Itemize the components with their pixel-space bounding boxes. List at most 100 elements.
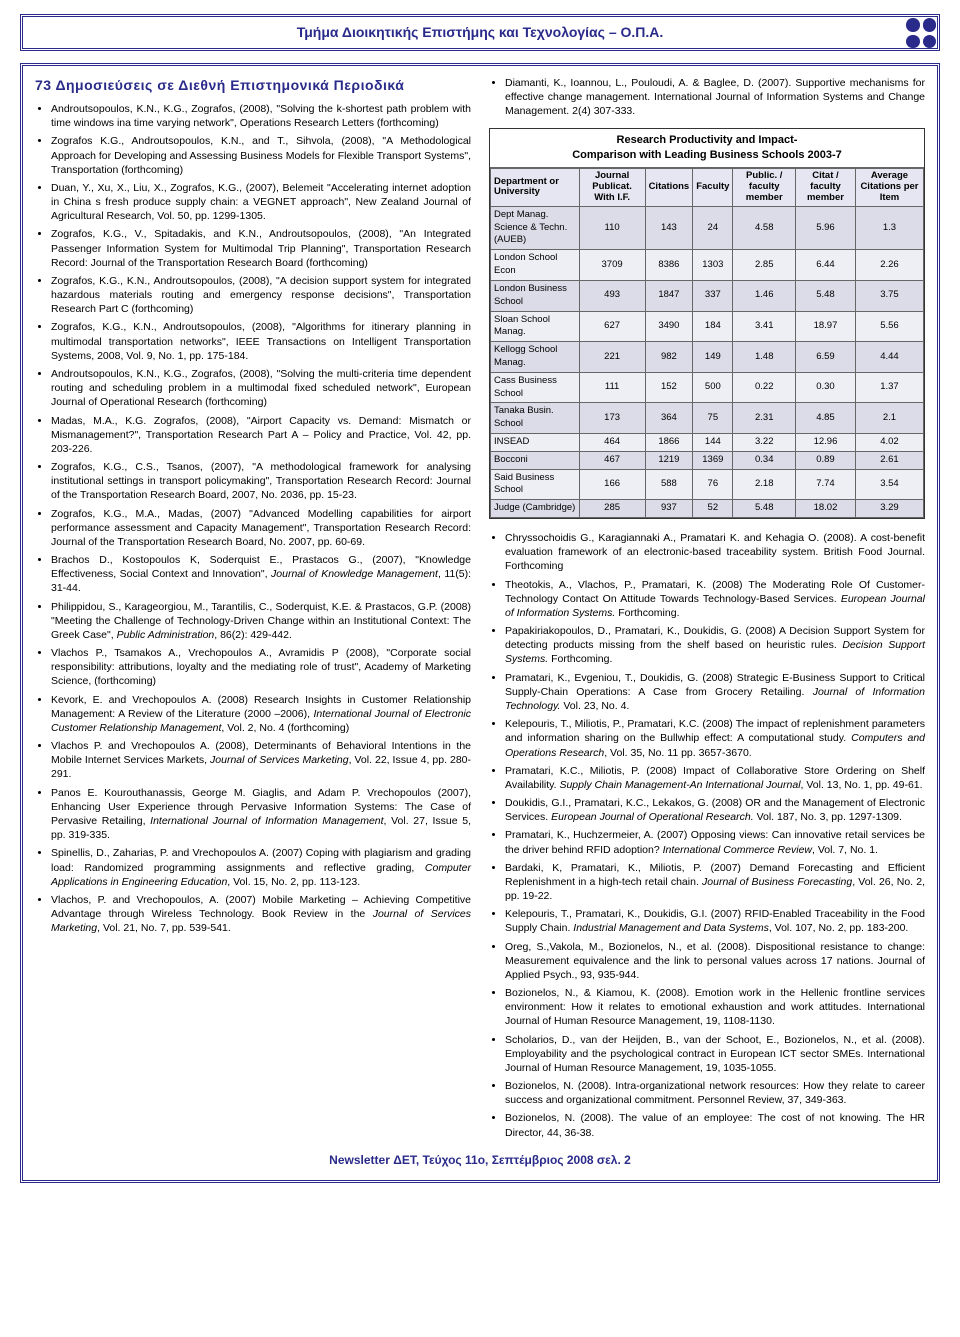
section-title: 73 Δημοσιεύσεις σε Διεθνή Επιστημονικά Π… (35, 76, 471, 94)
table-cell: 2.85 (733, 250, 796, 281)
header-bar: Τμήμα Διοικητικής Επιστήμης και Τεχνολογ… (20, 14, 940, 51)
table-cell: 2.31 (733, 403, 796, 434)
list-item: Zografos, K.G., V., Spitadakis, and K.N.… (51, 227, 471, 270)
publications-list-right: Chryssochoidis G., Karagiannaki A., Pram… (489, 531, 925, 1140)
list-item: Kelepouris, T., Pramatari, K., Doukidis,… (505, 907, 925, 935)
list-item: Bozionelos, N. (2008). The value of an e… (505, 1111, 925, 1139)
table-cell: 4.58 (733, 206, 796, 249)
table-row: Cass Business School1111525000.220.301.3… (491, 372, 924, 403)
table-cell: 3.22 (733, 434, 796, 452)
table-row: Kellogg School Manag.2219821491.486.594.… (491, 342, 924, 373)
list-item: Androutsopoulos, K.N., K.G., Zografos, (… (51, 367, 471, 410)
table-cell: 7.74 (796, 469, 856, 500)
table-cell: Sloan School Manag. (491, 311, 580, 342)
logo-icon (903, 15, 939, 51)
table-cell: Dept Manag. Science & Techn. (AUEB) (491, 206, 580, 249)
table-cell: 111 (579, 372, 645, 403)
table-cell: 0.34 (733, 451, 796, 469)
list-item: Zografos K.G., Androutsopoulos, K.N., an… (51, 134, 471, 177)
table-header: Citations (645, 169, 693, 207)
table-header: Average Citations per Item (855, 169, 923, 207)
table-cell: 3.29 (855, 500, 923, 518)
table-row: Sloan School Manag.62734901843.4118.975.… (491, 311, 924, 342)
table-cell: 588 (645, 469, 693, 500)
list-item: Papakiriakopoulos, D., Pramatari, K., Do… (505, 624, 925, 667)
table-cell: 5.56 (855, 311, 923, 342)
table-cell: 0.22 (733, 372, 796, 403)
list-item: Doukidis, G.I., Pramatari, K.C., Lekakos… (505, 796, 925, 824)
table-cell: 6.44 (796, 250, 856, 281)
table-cell: 184 (693, 311, 733, 342)
table-cell: Judge (Cambridge) (491, 500, 580, 518)
table-cell: 982 (645, 342, 693, 373)
table-header: Department or University (491, 169, 580, 207)
table-cell: 464 (579, 434, 645, 452)
table-cell: London School Econ (491, 250, 580, 281)
list-item: Vlachos, P. and Vrechopoulos, A. (2007) … (51, 893, 471, 936)
list-item: Diamanti, K., Ioannou, L., Pouloudi, A. … (505, 76, 925, 119)
table-row: Said Business School166588762.187.743.54 (491, 469, 924, 500)
table-cell: Bocconi (491, 451, 580, 469)
table-cell: 2.1 (855, 403, 923, 434)
table-cell: 2.26 (855, 250, 923, 281)
table-row: INSEAD46418661443.2212.964.02 (491, 434, 924, 452)
table-cell: 467 (579, 451, 645, 469)
list-item: Zografos, K.G., M.A., Madas, (2007) "Adv… (51, 507, 471, 550)
table-cell: 75 (693, 403, 733, 434)
table-cell: 52 (693, 500, 733, 518)
content-frame: 73 Δημοσιεύσεις σε Διεθνή Επιστημονικά Π… (20, 63, 940, 1183)
list-item: Zografos, K.G., K.N., Androutsopoulos, (… (51, 320, 471, 363)
table-cell: 3709 (579, 250, 645, 281)
list-item: Duan, Y., Xu, X., Liu, X., Zografos, K.G… (51, 181, 471, 224)
table-cell: Tanaka Busin. School (491, 403, 580, 434)
table-cell: Kellogg School Manag. (491, 342, 580, 373)
list-item: Theotokis, A., Vlachos, P., Pramatari, K… (505, 578, 925, 621)
table-cell: 3.41 (733, 311, 796, 342)
table-cell: 937 (645, 500, 693, 518)
table-cell: 5.48 (796, 280, 856, 311)
list-item: Bozionelos, N., & Kiamou, K. (2008). Emo… (505, 986, 925, 1029)
table-cell: 152 (645, 372, 693, 403)
table-cell: 493 (579, 280, 645, 311)
table-cell: 627 (579, 311, 645, 342)
table-cell: 221 (579, 342, 645, 373)
list-item: Bozionelos, N. (2008). Intra-organizatio… (505, 1079, 925, 1107)
publications-list-left: Androutsopoulos, K.N., K.G., Zografos, (… (35, 102, 471, 935)
list-item: Philippidou, S., Karageorgiou, M., Taran… (51, 600, 471, 643)
table-cell: 143 (645, 206, 693, 249)
list-item: Pramatari, K., Evgeniou, T., Doukidis, G… (505, 671, 925, 714)
list-item: Brachos D., Kostopoulos K, Soderquist E.… (51, 553, 471, 596)
right-column: Diamanti, K., Ioannou, L., Pouloudi, A. … (489, 76, 925, 1144)
table-header: Journal Publicat. With I.F. (579, 169, 645, 207)
table-cell: 24 (693, 206, 733, 249)
list-item: Vlachos P., Tsamakos A., Vrechopoulos A.… (51, 646, 471, 689)
table-cell: 5.48 (733, 500, 796, 518)
table-cell: 1219 (645, 451, 693, 469)
table-cell: 144 (693, 434, 733, 452)
table-cell: 1.48 (733, 342, 796, 373)
table-header: Public. / faculty member (733, 169, 796, 207)
table-cell: 18.02 (796, 500, 856, 518)
table-cell: 337 (693, 280, 733, 311)
research-table: Department or UniversityJournal Publicat… (490, 168, 924, 518)
table-cell: Cass Business School (491, 372, 580, 403)
list-item: Spinellis, D., Zaharias, P. and Vrechopo… (51, 846, 471, 889)
table-cell: 1.46 (733, 280, 796, 311)
table-row: Dept Manag. Science & Techn. (AUEB)11014… (491, 206, 924, 249)
table-cell: 3490 (645, 311, 693, 342)
table-cell: 166 (579, 469, 645, 500)
list-item: Madas, M.A., K.G. Zografos, (2008), "Air… (51, 414, 471, 457)
table-cell: 110 (579, 206, 645, 249)
table-cell: 1.37 (855, 372, 923, 403)
table-header: Faculty (693, 169, 733, 207)
table-cell: London Business School (491, 280, 580, 311)
table-cell: 4.02 (855, 434, 923, 452)
table-cell: 4.85 (796, 403, 856, 434)
list-item: Oreg, S.,Vakola, M., Bozionelos, N., et … (505, 940, 925, 983)
list-item: Chryssochoidis G., Karagiannaki A., Pram… (505, 531, 925, 574)
table-cell: 3.75 (855, 280, 923, 311)
publications-list-right-top: Diamanti, K., Ioannou, L., Pouloudi, A. … (489, 76, 925, 119)
list-item: Pramatari, K.C., Miliotis, P. (2008) Imp… (505, 764, 925, 792)
footer: Newsletter ΔΕΤ, Τεύχος 11ο, Σεπτέμβριος … (35, 1144, 925, 1170)
table-cell: 4.44 (855, 342, 923, 373)
